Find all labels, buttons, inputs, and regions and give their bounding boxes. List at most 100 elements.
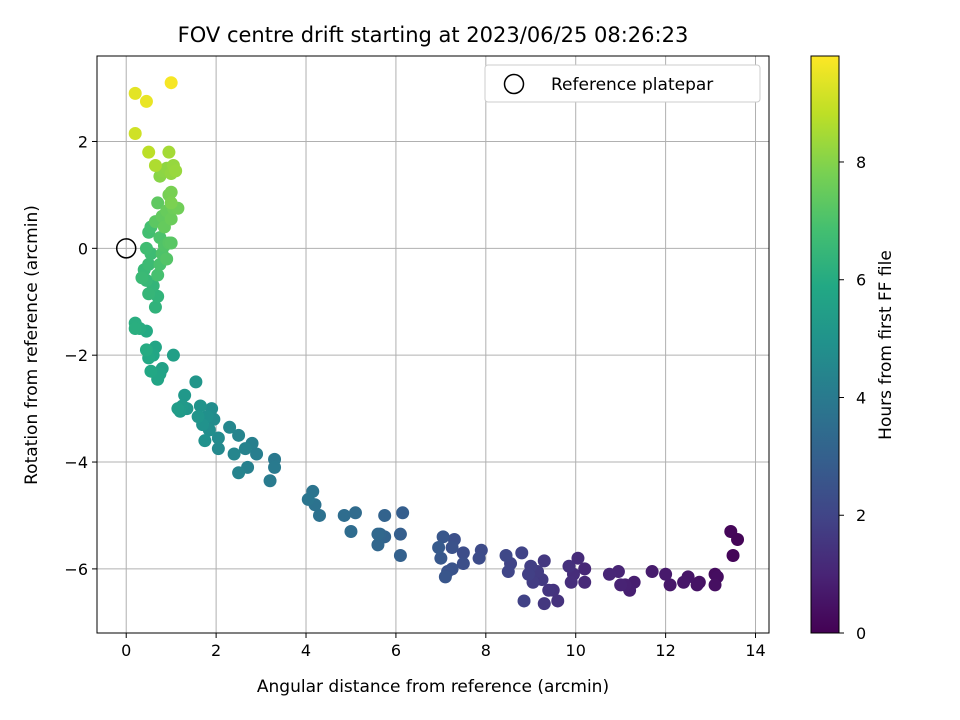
data-point <box>160 252 174 266</box>
data-point <box>268 460 282 474</box>
colorbar-tick-label: 8 <box>856 153 866 172</box>
data-point <box>396 506 410 520</box>
data-point <box>677 575 691 589</box>
x-axis-label: Angular distance from reference (arcmin) <box>257 677 609 697</box>
x-tick-label: 6 <box>391 641 401 660</box>
data-point <box>731 533 745 547</box>
data-point <box>162 145 176 159</box>
data-point <box>517 594 531 608</box>
x-tick-label: 12 <box>655 641 675 660</box>
x-tick-label: 8 <box>481 641 491 660</box>
data-point <box>301 492 315 506</box>
colorbar-gradient <box>810 55 840 634</box>
data-point <box>726 549 740 563</box>
x-tick-label: 2 <box>211 641 221 660</box>
data-point <box>164 76 178 90</box>
data-point <box>378 508 392 522</box>
data-point <box>227 447 241 461</box>
colorbar-tick-label: 6 <box>856 271 866 290</box>
data-point <box>578 562 592 576</box>
legend-box <box>484 64 761 103</box>
data-point <box>198 434 212 448</box>
data-point <box>250 447 264 461</box>
data-point <box>139 343 153 357</box>
grid <box>97 56 769 633</box>
data-point <box>171 402 185 416</box>
data-point <box>456 546 470 560</box>
data-point <box>337 508 351 522</box>
data-point <box>142 287 156 301</box>
data-point <box>128 86 142 100</box>
data-point <box>434 551 448 565</box>
data-points <box>115 76 745 611</box>
data-point <box>562 559 576 573</box>
data-point <box>232 466 246 480</box>
data-point <box>142 257 156 271</box>
x-tick-label: 10 <box>566 641 586 660</box>
data-point <box>551 594 565 608</box>
data-point <box>499 549 513 563</box>
data-point <box>238 442 252 456</box>
legend: Reference platepar <box>484 64 761 103</box>
legend-reference-marker <box>503 73 525 95</box>
data-point <box>151 268 165 282</box>
data-point <box>164 236 178 250</box>
data-point <box>148 159 162 173</box>
data-point <box>578 575 592 589</box>
data-point <box>191 410 205 424</box>
data-point <box>142 145 156 159</box>
data-point <box>436 530 450 544</box>
data-point <box>128 126 142 140</box>
data-point <box>164 185 178 199</box>
colorbar-ticks: 0 2 4 6 8 <box>839 153 866 643</box>
data-point <box>537 597 551 611</box>
chart-title: FOV centre drift starting at 2023/06/25 … <box>178 23 689 47</box>
data-point <box>501 565 515 579</box>
axes: 0 2 4 6 8 10 12 14 −6 −4 −2 0 2 <box>64 132 765 660</box>
data-point <box>393 527 407 541</box>
data-point <box>211 442 225 456</box>
data-point <box>663 578 677 592</box>
data-point <box>438 570 452 584</box>
legend-label-reference: Reference platepar <box>551 75 713 95</box>
data-point <box>164 196 178 210</box>
y-axis-label: Rotation from reference (arcmin) <box>22 205 42 485</box>
colorbar: 0 2 4 6 8 Hours from first FF file <box>810 55 896 643</box>
data-point <box>263 474 277 488</box>
y-tick-label: −6 <box>64 560 88 579</box>
data-point <box>515 546 529 560</box>
data-point <box>211 431 225 445</box>
x-tick-label: 0 <box>121 641 131 660</box>
data-point <box>690 578 704 592</box>
data-point <box>456 557 470 571</box>
data-point <box>659 567 673 581</box>
data-point <box>135 271 149 285</box>
data-point <box>313 508 327 522</box>
data-point <box>348 506 362 520</box>
data-point <box>151 196 165 210</box>
data-point <box>189 375 203 389</box>
data-point <box>193 399 207 413</box>
data-point <box>614 578 628 592</box>
y-tick-label: 2 <box>78 132 88 151</box>
colorbar-tick-label: 2 <box>856 506 866 525</box>
data-point <box>139 94 153 108</box>
data-point <box>371 527 385 541</box>
data-point <box>542 583 556 597</box>
data-point <box>571 551 585 565</box>
data-point <box>602 567 616 581</box>
data-point <box>169 164 183 178</box>
data-point <box>139 241 153 255</box>
data-point <box>148 300 162 314</box>
data-point <box>344 524 358 538</box>
data-point <box>445 541 459 555</box>
y-tick-label: 0 <box>78 239 88 258</box>
colorbar-label: Hours from first FF file <box>876 250 896 440</box>
data-point <box>232 428 246 442</box>
data-point <box>472 551 486 565</box>
data-point <box>371 538 385 552</box>
data-point <box>178 388 192 402</box>
data-point <box>164 212 178 226</box>
x-tick-label: 14 <box>745 641 765 660</box>
